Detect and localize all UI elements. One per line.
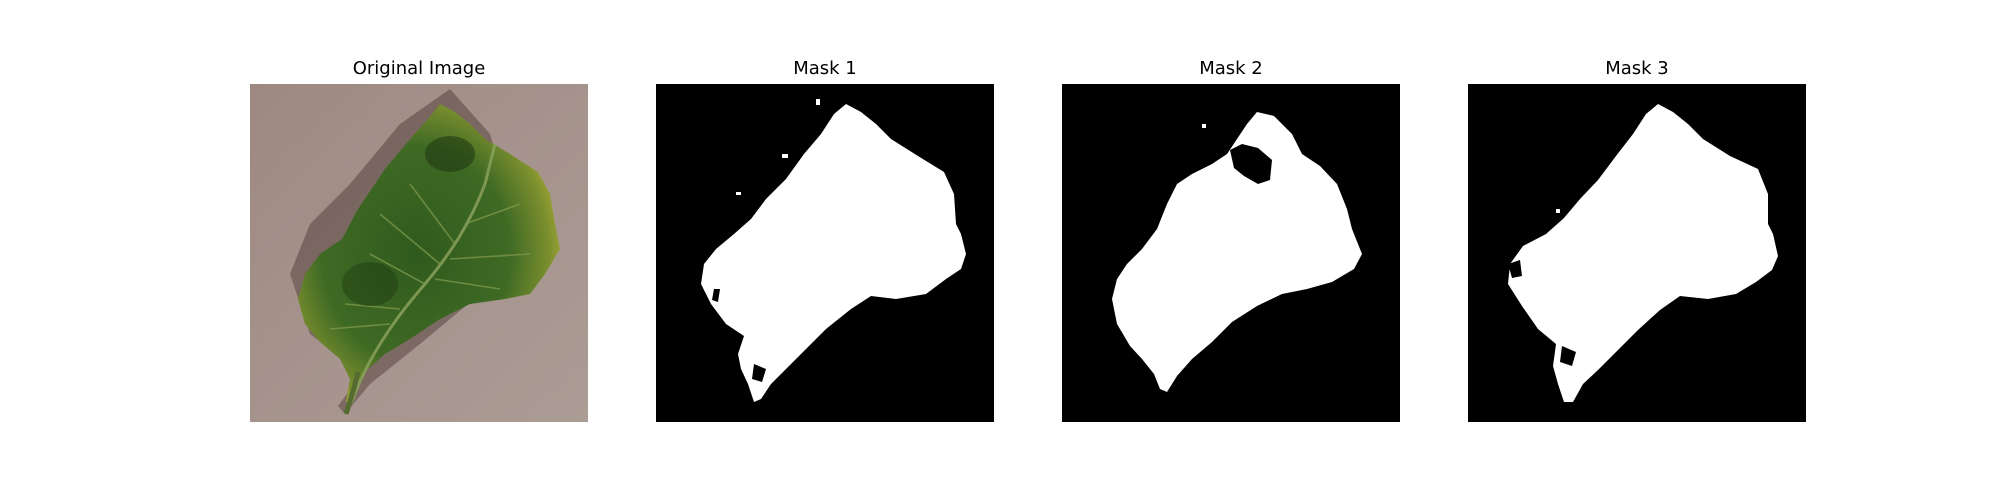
panel-title: Original Image: [352, 58, 486, 79]
panel-title: Mask 1: [793, 58, 857, 79]
panel-mask-3: Mask 3: [1468, 0, 1806, 500]
panel-mask-2: Mask 2: [1062, 0, 1400, 500]
panel-mask-1: Mask 1: [656, 0, 994, 500]
panel-original-image: Original Image: [250, 0, 588, 500]
panel-title: Mask 3: [1605, 58, 1669, 79]
mask-1-image: [656, 84, 994, 422]
mask-2-image: [1062, 84, 1400, 422]
original-leaf-photo: [250, 84, 588, 422]
panel-title: Mask 2: [1199, 58, 1263, 79]
mask-3-image: [1468, 84, 1806, 422]
